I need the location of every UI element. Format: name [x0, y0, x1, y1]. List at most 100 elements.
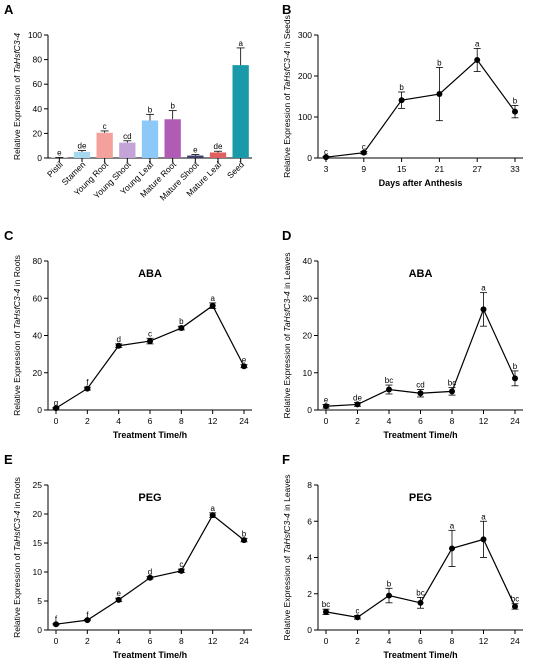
y-tick-label: 0 — [37, 153, 42, 163]
x-tick-label: 9 — [361, 164, 366, 174]
significance-letter: a — [481, 512, 486, 521]
y-axis-label-part: TaHsfC3-4 — [12, 288, 22, 329]
significance-letter: e — [324, 395, 329, 404]
y-tick-label: 40 — [33, 104, 43, 114]
data-point — [436, 91, 443, 98]
y-tick-label: 60 — [33, 293, 43, 303]
y-axis-label-part: Relative Expression of — [12, 329, 22, 416]
data-point — [84, 385, 91, 392]
y-tick-label: 25 — [33, 480, 43, 490]
x-tick-label: 33 — [510, 164, 520, 174]
y-tick-label: 0 — [37, 405, 42, 415]
y-axis-label-part: in Roots — [12, 477, 22, 511]
data-point — [241, 537, 247, 544]
y-axis-label-part: TaHsfC3-4 — [282, 513, 292, 554]
significance-letter: f — [86, 611, 89, 620]
x-tick-label: 4 — [387, 416, 392, 426]
data-point — [512, 108, 518, 115]
bar — [96, 132, 113, 158]
significance-letter: c — [356, 607, 360, 616]
significance-letter: f — [86, 378, 89, 387]
y-tick-label: 100 — [28, 30, 42, 40]
data-point — [386, 592, 392, 599]
significance-letter: cd — [123, 132, 131, 141]
data-point — [449, 545, 455, 552]
panel-letter: F — [282, 452, 290, 467]
x-tick-label: 0 — [324, 636, 329, 646]
y-tick-label: 300 — [298, 30, 312, 40]
x-tick-label: 15 — [397, 164, 407, 174]
series-line — [55, 304, 245, 409]
significance-letter: bc — [448, 379, 456, 388]
data-point — [84, 617, 91, 624]
data-point — [241, 363, 247, 370]
bar — [232, 65, 249, 158]
significance-letter: a — [210, 294, 215, 303]
y-axis-label-part: Relative Expression of — [282, 91, 292, 178]
data-point — [354, 614, 361, 621]
significance-letter: cd — [416, 381, 424, 390]
y-axis-label-part: TaHsfC3-4 — [282, 50, 292, 91]
significance-letter: b — [179, 317, 184, 326]
significance-letter: e — [57, 148, 62, 157]
data-point — [323, 154, 329, 161]
data-point — [115, 596, 122, 603]
y-tick-label: 20 — [33, 128, 43, 138]
y-tick-label: 80 — [33, 256, 43, 266]
series-line — [325, 59, 516, 158]
significance-letter: a — [210, 504, 215, 513]
x-tick-label: 0 — [324, 416, 329, 426]
y-tick-label: 40 — [33, 331, 43, 341]
x-tick-label: 27 — [472, 164, 482, 174]
significance-letter: b — [387, 579, 392, 588]
data-point — [480, 306, 487, 313]
y-tick-label: 0 — [307, 405, 312, 415]
significance-letter: b — [399, 83, 404, 92]
panel-letter: E — [4, 452, 13, 467]
y-tick-label: 8 — [307, 480, 312, 490]
data-point — [323, 403, 329, 410]
significance-letter: de — [353, 394, 362, 403]
significance-letter: bc — [322, 600, 330, 609]
chart-title: PEG — [138, 492, 161, 504]
x-tick-label: Seed — [225, 159, 246, 180]
y-tick-label: 60 — [33, 79, 43, 89]
significance-letter: e — [193, 146, 198, 155]
y-axis-label-part: in Roots — [12, 255, 22, 289]
data-point — [209, 512, 216, 519]
data-point — [449, 388, 455, 395]
x-tick-label: Pistil — [45, 159, 65, 179]
data-point — [354, 401, 361, 408]
data-point — [115, 342, 122, 349]
significance-letter: a — [481, 284, 486, 293]
y-axis-label-part: Relative Expression of — [282, 554, 292, 641]
significance-letter: bc — [385, 376, 393, 385]
data-point — [386, 386, 392, 393]
x-tick-label: 6 — [148, 416, 153, 426]
x-tick-label: 2 — [355, 416, 360, 426]
y-axis-label-part: in Leaves — [282, 474, 292, 513]
y-axis-label: Relative Expression of TaHsfC3-4 — [12, 33, 22, 161]
y-tick-label: 200 — [298, 71, 312, 81]
significance-letter: c — [148, 329, 152, 338]
significance-letter: e — [242, 356, 247, 365]
x-tick-label: 2 — [85, 636, 90, 646]
significance-letter: e — [116, 589, 121, 598]
y-tick-label: 4 — [307, 553, 312, 563]
significance-letter: c — [324, 147, 328, 156]
significance-letter: a — [450, 521, 455, 530]
chart-title: ABA — [409, 268, 433, 280]
significance-letter: bc — [511, 595, 519, 604]
x-tick-label: 0 — [54, 636, 59, 646]
x-tick-label: 12 — [208, 636, 218, 646]
x-tick-label: 3 — [324, 164, 329, 174]
x-axis-label: Treatment Time/h — [113, 650, 187, 660]
bar — [73, 151, 91, 158]
panel-letter: D — [282, 228, 291, 243]
x-tick-label: 6 — [148, 636, 153, 646]
data-point — [178, 325, 185, 332]
y-tick-label: 10 — [33, 567, 43, 577]
